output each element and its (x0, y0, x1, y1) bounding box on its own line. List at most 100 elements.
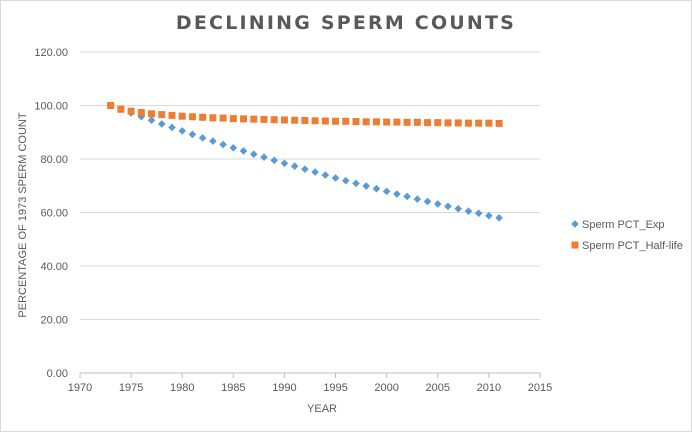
data-point-diamond (433, 200, 442, 208)
data-point-diamond (178, 127, 187, 135)
data-point-square (393, 118, 401, 126)
data-point-square (260, 115, 268, 123)
data-point-diamond (249, 150, 258, 158)
data-point-square (485, 119, 493, 127)
data-point-diamond (290, 162, 299, 171)
y-tick-label: 80.00 (40, 154, 68, 166)
data-point-diamond (311, 168, 319, 176)
legend-label: Sperm PCT_Half-life (582, 240, 683, 252)
data-point-diamond (362, 182, 371, 190)
y-tick-label: 60.00 (40, 208, 68, 220)
data-point-square (127, 107, 135, 115)
data-point-square (434, 119, 442, 127)
data-point-square (219, 114, 227, 122)
data-point-diamond (372, 184, 381, 193)
data-point-square (372, 118, 380, 126)
data-point-diamond (444, 202, 452, 211)
data-point-square (475, 119, 483, 127)
data-point-square (240, 115, 248, 123)
y-tick-label: 0.00 (47, 368, 68, 380)
data-point-square (342, 117, 350, 125)
data-point-square (199, 113, 207, 121)
data-point-diamond (147, 116, 156, 125)
tick-labels: 0.00 20.00 40.00 60.00 80.00 100.00 120.00 1970… (34, 47, 552, 394)
data-point-square (178, 112, 186, 120)
chart-title: DECLINING SPERM COUNTS (176, 12, 516, 34)
axes (79, 372, 541, 378)
y-tick-label: 100.00 (34, 101, 68, 113)
data-point-square (148, 110, 156, 118)
data-point-square (301, 116, 309, 124)
data-point-square (250, 115, 258, 123)
legend-marker-square (571, 241, 579, 249)
data-point-square (424, 119, 432, 127)
data-point-diamond (423, 197, 432, 206)
data-point-square (495, 119, 503, 127)
data-point-square (229, 115, 237, 123)
x-tick-label: 1995 (323, 382, 347, 394)
x-tick-label: 2005 (426, 382, 450, 394)
data-point-square (454, 119, 462, 127)
data-point-diamond (219, 140, 227, 149)
data-point-square (311, 117, 319, 125)
data-point-diamond (198, 134, 207, 142)
x-tick-label: 1980 (170, 382, 194, 394)
data-point-square (444, 119, 452, 127)
data-point-diamond (331, 174, 340, 182)
y-axis-label: PERCENTAGE OF 1973 SPERM COUNT (17, 112, 29, 317)
series-half-life (107, 102, 503, 127)
data-point-diamond (168, 123, 176, 132)
x-tick-label: 2015 (528, 382, 552, 394)
data-point-square (413, 118, 421, 126)
data-point-diamond (280, 159, 289, 168)
y-tick-label: 40.00 (40, 261, 68, 273)
data-point-diamond (209, 137, 217, 145)
data-point-diamond (188, 130, 197, 139)
data-point-diamond (270, 156, 279, 165)
data-point-diamond (485, 211, 493, 220)
data-point-square (188, 113, 196, 121)
x-tick-label: 1970 (68, 382, 92, 394)
data-points (106, 101, 503, 222)
data-point-square (332, 117, 340, 125)
data-point-diamond (403, 192, 411, 201)
data-point-square (137, 108, 145, 116)
data-point-diamond (301, 165, 309, 173)
data-point-square (158, 111, 166, 119)
data-point-diamond (413, 195, 422, 203)
gridlines (80, 51, 540, 320)
data-point-diamond (454, 204, 463, 213)
data-point-diamond (341, 176, 350, 185)
x-tick-label: 2000 (374, 382, 398, 394)
data-point-diamond (382, 187, 391, 196)
data-point-square (107, 102, 115, 109)
data-point-square (321, 117, 329, 125)
data-point-square (464, 119, 472, 127)
x-axis-label: YEAR (307, 403, 337, 415)
data-point-diamond (474, 209, 483, 218)
data-point-diamond (393, 190, 401, 198)
data-point-square (168, 111, 176, 119)
data-point-diamond (229, 143, 238, 152)
x-tick-label: 2010 (477, 382, 501, 394)
data-point-square (352, 118, 360, 126)
data-point-square (209, 114, 217, 122)
data-point-square (270, 116, 278, 124)
data-point-diamond (321, 171, 330, 179)
data-point-diamond (239, 147, 248, 155)
data-point-square (362, 118, 370, 126)
data-point-square (383, 118, 391, 126)
x-tick-label: 1990 (272, 382, 296, 394)
y-tick-label: 120.00 (34, 47, 68, 59)
data-point-square (280, 116, 288, 124)
data-point-diamond (495, 214, 503, 222)
legend-marker-diamond (571, 220, 579, 228)
data-point-diamond (464, 207, 473, 215)
legend: Sperm PCT_Exp Sperm PCT_Half-life (571, 219, 683, 252)
x-tick-label: 1985 (221, 382, 245, 394)
data-point-square (291, 116, 299, 124)
x-tick-label: 1975 (119, 382, 143, 394)
data-point-diamond (157, 120, 166, 128)
